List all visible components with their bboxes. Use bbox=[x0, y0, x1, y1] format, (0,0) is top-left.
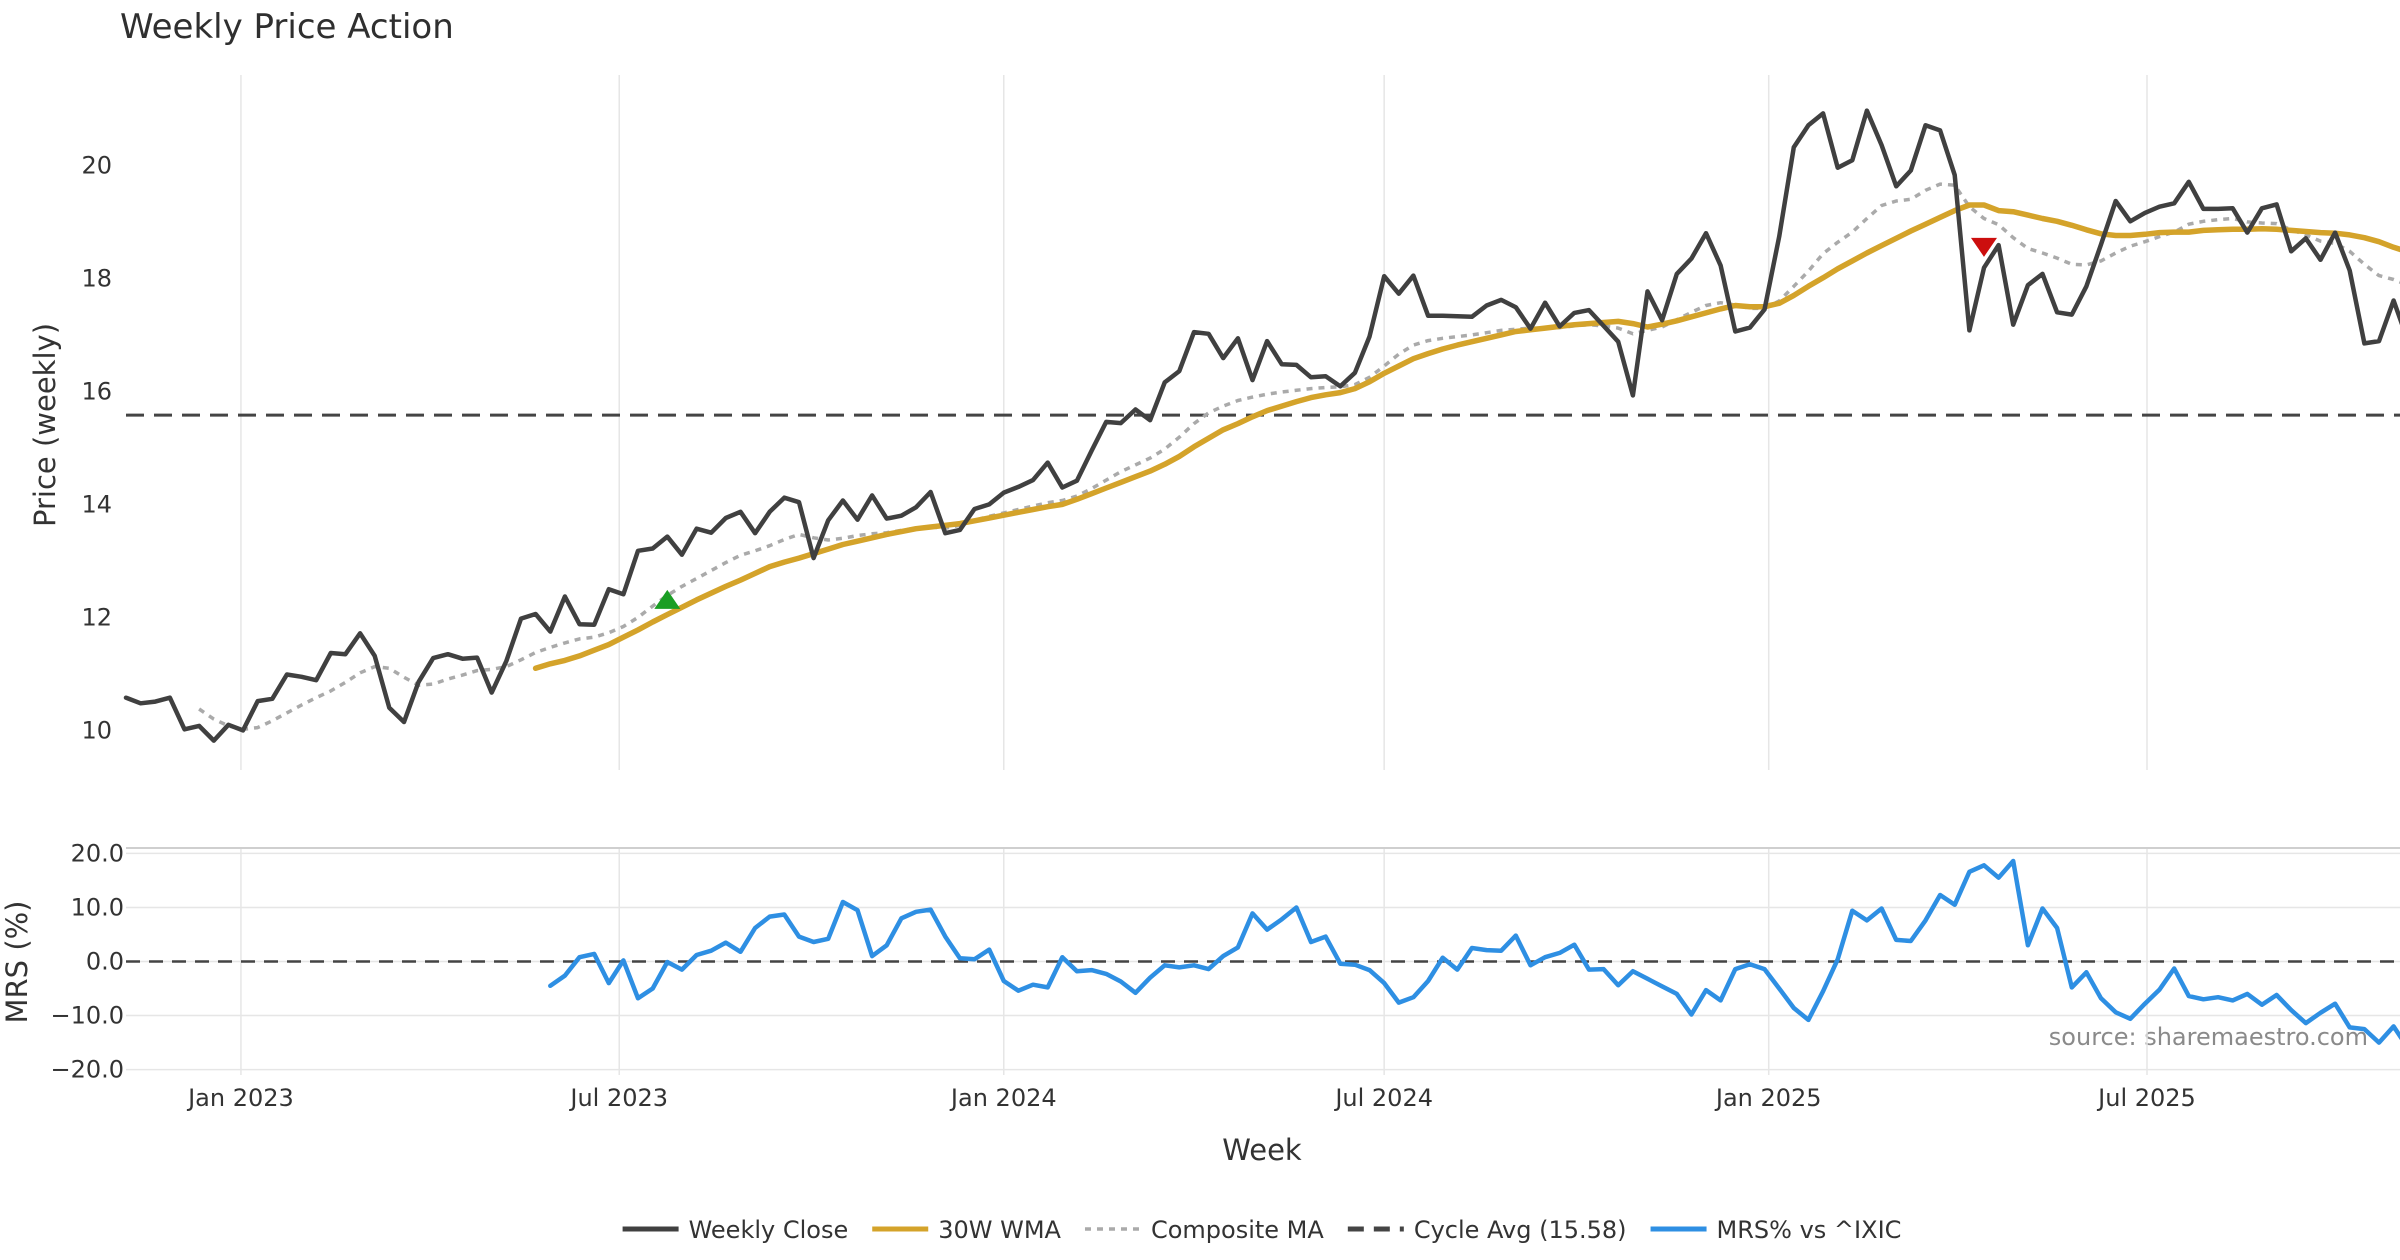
x-axis-ticks: Jan 2023 Jul 2023 Jan 2024 Jul 2024 Jan 2025… bbox=[186, 1084, 2196, 1112]
x-tick-label: Jul 2023 bbox=[568, 1084, 668, 1112]
mrs-y-tick-label: 20.0 bbox=[71, 839, 124, 867]
mrs-y-axis-label: MRS (%) bbox=[0, 901, 34, 1024]
price-y-axis-label: Price (weekly) bbox=[28, 323, 62, 527]
mrs-series-group bbox=[126, 858, 2400, 1045]
legend-item-mrs-vs-ixic: MRS% vs ^IXIC bbox=[1650, 1216, 1902, 1244]
price-y-tick-label: 16 bbox=[81, 377, 112, 405]
price-y-tick-label: 18 bbox=[81, 264, 112, 292]
legend-label: Cycle Avg (15.58) bbox=[1414, 1216, 1627, 1244]
source-note: source: sharemaestro.com bbox=[2049, 1023, 2368, 1051]
price-y-tick-label: 12 bbox=[81, 603, 112, 631]
legend-label: 30W WMA bbox=[938, 1216, 1061, 1244]
x-tick-label: Jul 2025 bbox=[2096, 1084, 2196, 1112]
legend-item-30w-wma: 30W WMA bbox=[872, 1216, 1062, 1244]
price-y-tick-label: 20 bbox=[81, 151, 112, 179]
buy-marker bbox=[654, 589, 681, 609]
price-y-ticks: 10 12 14 16 18 20 bbox=[81, 151, 112, 744]
legend-item-composite-ma: Composite MA bbox=[1084, 1216, 1324, 1244]
x-tick-label: Jan 2023 bbox=[186, 1084, 294, 1112]
legend-item-cycle-avg-15-58: Cycle Avg (15.58) bbox=[1347, 1216, 1627, 1244]
mrs-y-tick-label: 10.0 bbox=[71, 893, 124, 921]
legend-item-weekly-close: Weekly Close bbox=[622, 1216, 849, 1244]
signal-markers bbox=[654, 237, 1997, 609]
x-tick-label: Jul 2024 bbox=[1333, 1084, 1433, 1112]
chart-title: Weekly Price Action bbox=[120, 7, 454, 47]
mrs-panel-grid bbox=[126, 847, 2400, 1075]
mrs-y-tick-label: −20.0 bbox=[50, 1056, 124, 1084]
price-series-group bbox=[123, 108, 2400, 743]
price-y-tick-label: 10 bbox=[81, 716, 112, 744]
sell-marker bbox=[1970, 237, 1997, 257]
mrs-y-tick-label: 0.0 bbox=[86, 948, 124, 976]
weekly-close-line bbox=[123, 108, 2400, 743]
x-tick-label: Jan 2024 bbox=[949, 1084, 1057, 1112]
chart-legend: Weekly Close 30W WMA Composite MA Cycle Avg… bbox=[622, 1216, 1902, 1244]
composite-ma-line bbox=[198, 182, 2400, 732]
mrs-y-ticks: −20.0 −10.0 0.0 10.0 20.0 bbox=[50, 839, 124, 1083]
legend-label: Composite MA bbox=[1151, 1216, 1324, 1244]
legend-label: Weekly Close bbox=[689, 1216, 849, 1244]
mrs-y-tick-label: −10.0 bbox=[50, 1002, 124, 1030]
mrs-ixic-line bbox=[548, 858, 2400, 1045]
legend-label: MRS% vs ^IXIC bbox=[1717, 1216, 1902, 1244]
30w-wma-line bbox=[532, 202, 2400, 672]
price-panel-grid bbox=[240, 75, 2148, 770]
x-axis-label: Week bbox=[1222, 1133, 1302, 1167]
x-tick-label: Jan 2025 bbox=[1714, 1084, 1822, 1112]
price-y-tick-label: 14 bbox=[81, 490, 112, 518]
